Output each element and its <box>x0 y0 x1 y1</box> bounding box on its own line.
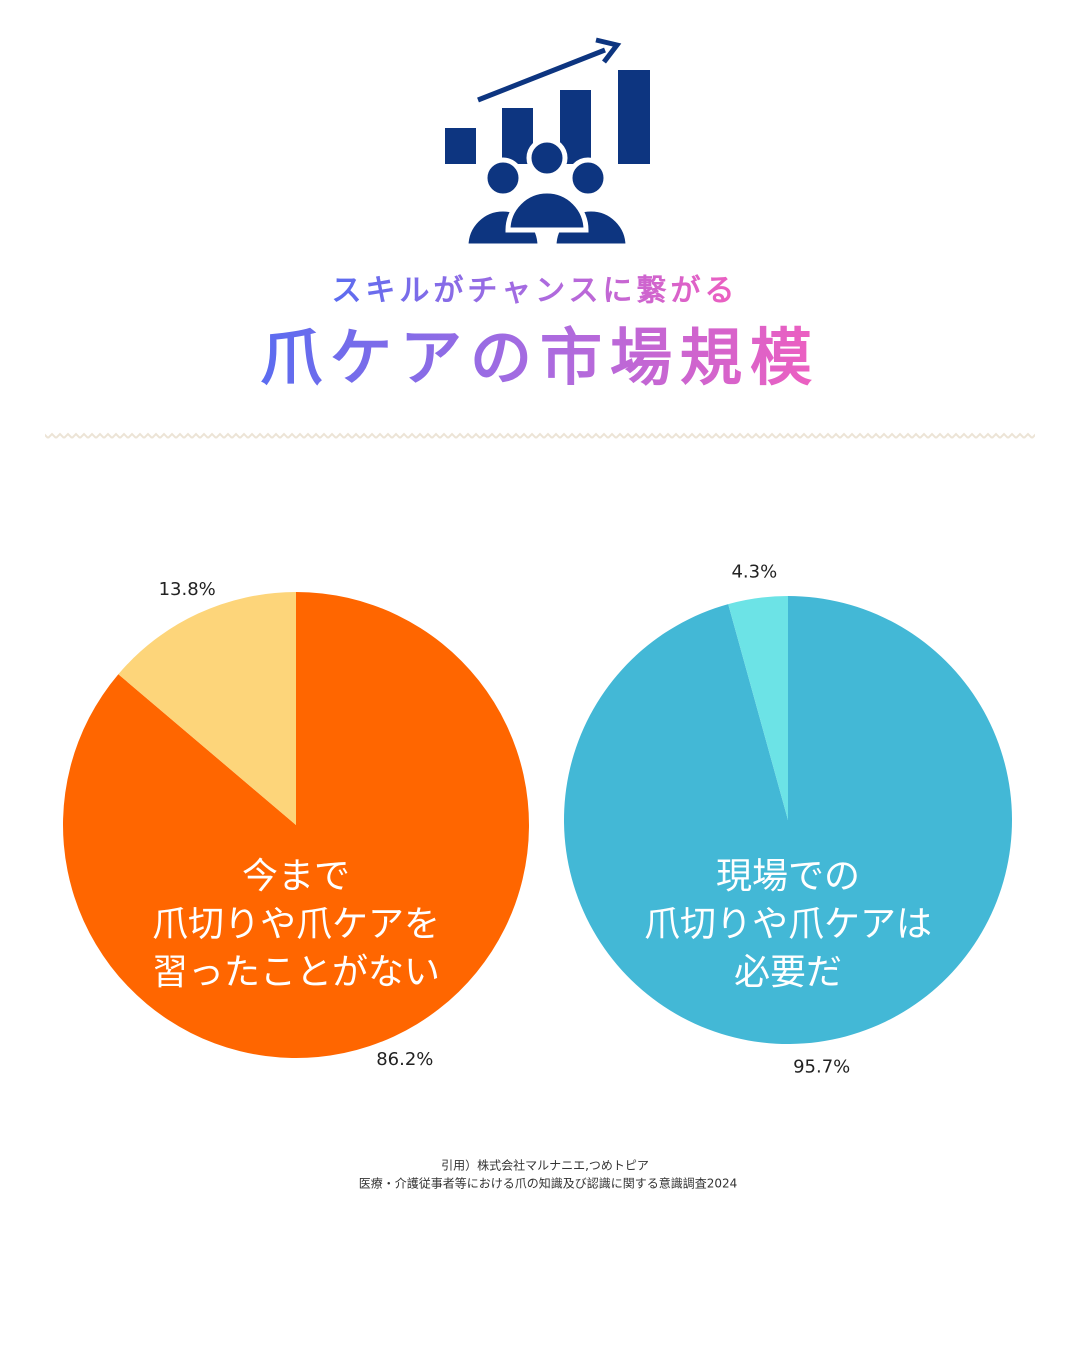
center-text: 現場での <box>716 856 860 897</box>
center-text: 習ったことがない <box>152 952 440 993</box>
value-label: 95.7% <box>793 1057 850 1078</box>
title: 爪ケアの市場規模 <box>260 321 820 394</box>
source: 医療・介護従事者等における爪の知識及び認識に関する意識調査2024 <box>359 1176 738 1191</box>
center-text: 今まで <box>242 856 350 897</box>
subtitle: スキルがチャンスに繋がる <box>331 274 738 309</box>
center-text: 必要だ <box>734 952 842 993</box>
pie-slice <box>728 596 788 820</box>
icon <box>445 37 650 249</box>
center-text: 爪切りや爪ケアは <box>644 904 932 945</box>
center-text: 爪切りや爪ケアを <box>152 904 440 945</box>
source: 引用）株式会社マルナニエ,つめトピア <box>441 1158 649 1173</box>
value-label: 4.3% <box>731 561 777 582</box>
value-label: 86.2% <box>376 1049 433 1070</box>
value-label: 13.8% <box>159 579 216 600</box>
divider <box>45 431 1035 439</box>
pie-slice <box>118 592 297 825</box>
pie-slice <box>62 592 529 1058</box>
